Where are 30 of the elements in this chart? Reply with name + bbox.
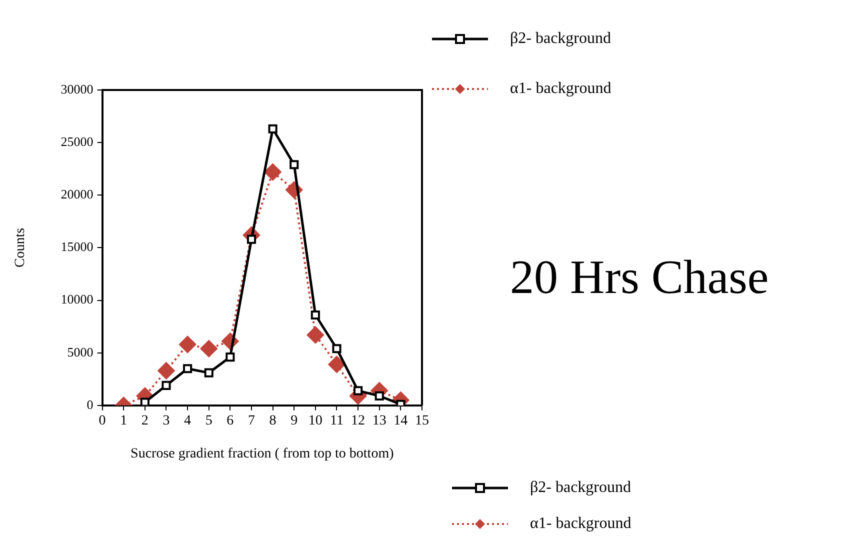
y-tick-label: 30000 — [60, 81, 94, 96]
y-tick-label: 10000 — [60, 292, 94, 307]
x-tick-label: 7 — [248, 413, 255, 428]
y-tick-label: 20000 — [60, 186, 94, 202]
y-tick-label: 5000 — [67, 344, 94, 360]
text: β2- background — [530, 479, 631, 496]
text: α1- background — [530, 515, 632, 532]
x-tick-label: 1 — [120, 413, 128, 428]
x-tick-label: 5 — [205, 413, 212, 428]
x-tick-label: 13 — [372, 413, 386, 428]
x-tick-label: 0 — [98, 413, 106, 428]
x-tick-label: 10 — [308, 413, 322, 428]
y-axis-title: Counts — [13, 228, 28, 268]
text: 20 Hrs Chase — [510, 250, 769, 305]
x-tick-label: 2 — [141, 413, 148, 428]
legend-label: α1- background — [510, 80, 612, 98]
y-tick-label: 15000 — [60, 239, 94, 254]
y-tick-label: 25000 — [60, 134, 94, 149]
y-tick-label: 0 — [86, 396, 94, 412]
x-tick-label: 6 — [226, 413, 234, 428]
x-tick-label: 15 — [415, 413, 429, 428]
x-tick-label: 14 — [394, 413, 408, 428]
x-tick-label: 4 — [184, 413, 192, 428]
x-tick-label: 3 — [162, 413, 170, 428]
x-tick-label: 11 — [330, 413, 344, 428]
x-tick-label: 12 — [351, 413, 366, 428]
x-tick-label: 9 — [290, 413, 298, 428]
x-axis-title: Sucrose gradient fraction ( from top to bottom) — [130, 446, 394, 462]
x-tick-label: 8 — [269, 413, 276, 428]
legend-label: β2- background — [510, 30, 611, 48]
